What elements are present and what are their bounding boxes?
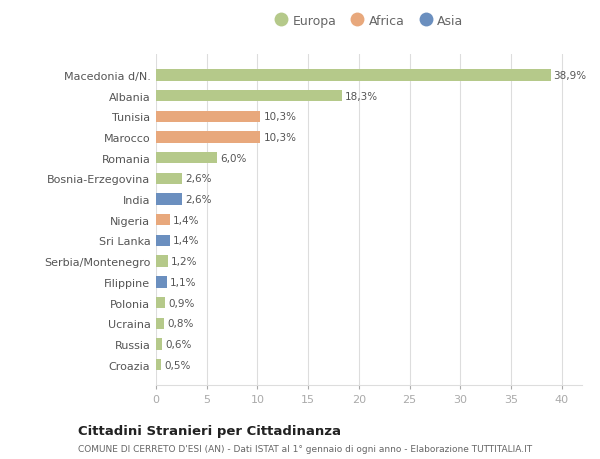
Bar: [156, 215, 170, 226]
Bar: [156, 174, 182, 185]
Text: 1,4%: 1,4%: [173, 215, 200, 225]
Bar: [156, 256, 168, 267]
Text: 2,6%: 2,6%: [185, 174, 212, 184]
Bar: [156, 235, 170, 246]
Text: COMUNE DI CERRETO D'ESI (AN) - Dati ISTAT al 1° gennaio di ogni anno - Elaborazi: COMUNE DI CERRETO D'ESI (AN) - Dati ISTA…: [78, 444, 532, 453]
Bar: [156, 112, 260, 123]
Bar: [156, 194, 182, 205]
Text: 10,3%: 10,3%: [263, 112, 296, 122]
Text: 6,0%: 6,0%: [220, 153, 246, 163]
Text: 38,9%: 38,9%: [554, 71, 587, 81]
Text: 1,4%: 1,4%: [173, 236, 200, 246]
Bar: [156, 91, 341, 102]
Text: 18,3%: 18,3%: [344, 91, 378, 101]
Text: Cittadini Stranieri per Cittadinanza: Cittadini Stranieri per Cittadinanza: [78, 424, 341, 437]
Bar: [156, 132, 260, 143]
Text: 1,2%: 1,2%: [171, 257, 198, 267]
Bar: [156, 318, 164, 329]
Text: 2,6%: 2,6%: [185, 195, 212, 205]
Bar: [156, 70, 551, 81]
Text: 0,9%: 0,9%: [168, 298, 194, 308]
Text: 0,8%: 0,8%: [167, 319, 194, 329]
Text: 0,5%: 0,5%: [164, 360, 190, 370]
Bar: [156, 359, 161, 370]
Legend: Europa, Africa, Asia: Europa, Africa, Asia: [275, 15, 463, 28]
Text: 10,3%: 10,3%: [263, 133, 296, 143]
Text: 1,1%: 1,1%: [170, 277, 197, 287]
Bar: [156, 339, 162, 350]
Text: 0,6%: 0,6%: [165, 339, 191, 349]
Bar: [156, 153, 217, 164]
Bar: [156, 277, 167, 288]
Bar: [156, 297, 165, 308]
